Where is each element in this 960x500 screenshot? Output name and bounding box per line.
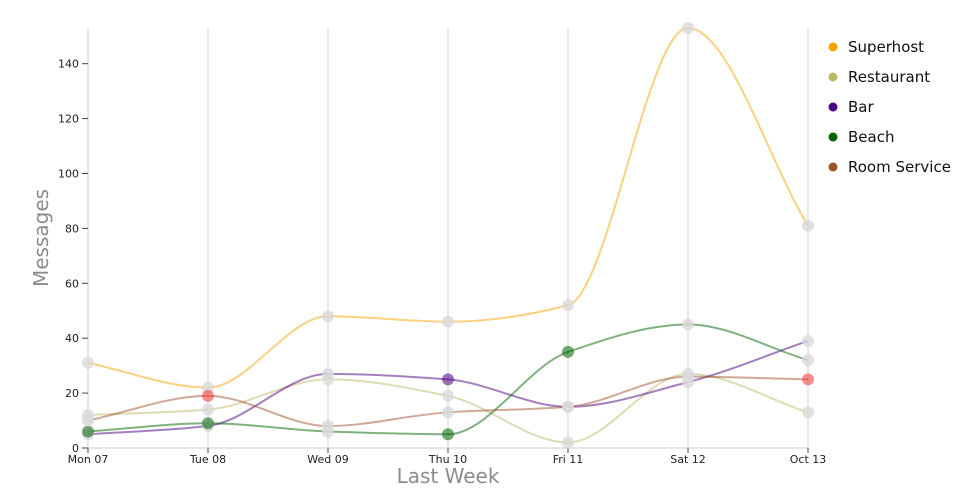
legend-swatch — [828, 132, 838, 142]
data-point-superhost — [322, 310, 334, 323]
y-tick-label: 140 — [58, 58, 79, 71]
data-point-superhost — [802, 219, 814, 232]
x-axis-title: Last Week — [397, 464, 500, 488]
data-point-restaurant — [202, 403, 214, 416]
y-tick-label: 80 — [65, 222, 79, 235]
y-tick-label: 100 — [58, 167, 79, 180]
legend-label: Beach — [848, 128, 894, 146]
data-point-superhost — [682, 22, 694, 34]
y-tick-label: 20 — [65, 387, 79, 400]
data-point-restaurant — [802, 406, 814, 419]
data-point-beach — [682, 318, 694, 331]
x-tick-label: Sat 12 — [670, 453, 706, 466]
y-axis-title: Messages — [29, 189, 53, 287]
data-point-room-service — [562, 400, 574, 413]
legend-label: Bar — [848, 98, 874, 116]
data-point-bar — [442, 373, 454, 386]
data-point-restaurant — [442, 389, 454, 402]
legend: Superhost Restaurant Bar Beach Room Service — [828, 38, 951, 176]
x-axis-ticks: Mon 07 Tue 08 Wed 09 Thu 10 Fri 11 Sat 12 Oct … — [68, 448, 827, 466]
data-point-superhost — [442, 315, 454, 328]
data-point-room-service — [322, 420, 334, 433]
x-tick-label: Thu 10 — [428, 453, 467, 466]
x-tick-label: Mon 07 — [68, 453, 109, 466]
data-point-beach — [82, 425, 94, 438]
x-tick-label: Fri 11 — [553, 453, 584, 466]
legend-label: Superhost — [848, 38, 924, 56]
data-point-beach — [562, 345, 574, 358]
data-point-superhost — [202, 381, 214, 394]
data-point-beach — [442, 428, 454, 441]
y-tick-label: 120 — [58, 113, 79, 126]
legend-swatch — [828, 162, 838, 172]
legend-swatch — [828, 72, 838, 82]
grid — [207, 28, 809, 448]
y-axis-ticks: 0 20 40 60 80 100 120 140 — [58, 58, 88, 455]
data-point-beach — [202, 417, 214, 430]
legend-label: Room Service — [848, 158, 951, 176]
legend-label: Restaurant — [848, 68, 930, 86]
data-point-room-service — [682, 370, 694, 383]
data-point-room-service — [442, 406, 454, 419]
series-line-superhost — [87, 26, 809, 389]
x-tick-label: Oct 13 — [790, 453, 827, 466]
data-point-superhost — [562, 299, 574, 312]
x-tick-label: Tue 08 — [189, 453, 226, 466]
data-point-bar — [322, 367, 334, 380]
legend-swatch — [828, 102, 838, 112]
x-tick-label: Wed 09 — [307, 453, 348, 466]
data-point-beach — [802, 354, 814, 367]
y-tick-label: 40 — [65, 332, 79, 345]
data-point-bar — [802, 334, 814, 347]
data-point-restaurant — [562, 436, 574, 449]
data-point-room-service — [202, 389, 214, 402]
y-tick-label: 0 — [72, 442, 79, 455]
data-point-room-service — [82, 414, 94, 427]
data-point-superhost — [82, 356, 94, 369]
series-points — [82, 22, 814, 449]
data-point-room-service — [802, 373, 814, 386]
y-tick-label: 60 — [65, 277, 79, 290]
legend-swatch — [828, 42, 838, 52]
